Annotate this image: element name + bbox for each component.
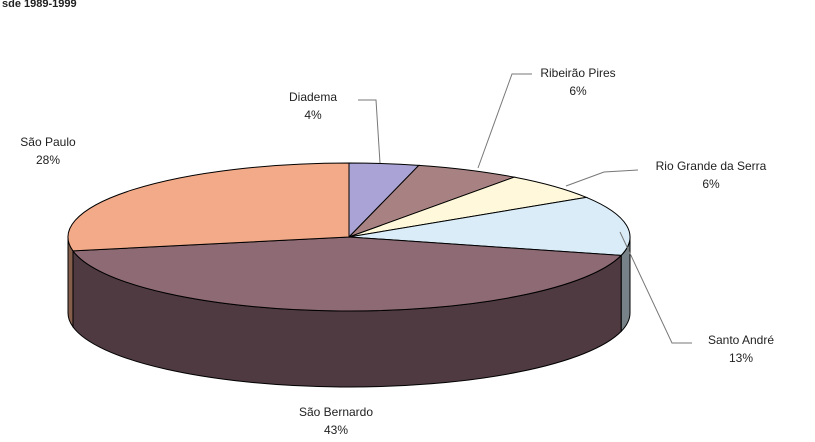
slice-label: Rio Grande da Serra (656, 159, 767, 173)
slice-label: São Bernardo (299, 405, 373, 419)
slice-value-label: 4% (304, 108, 322, 122)
slice-value-label: 13% (729, 351, 753, 365)
slice-value-label: 28% (36, 153, 60, 167)
slice (72, 236, 623, 312)
leader-line (619, 231, 692, 344)
slice-label: Ribeirão Pires (540, 66, 615, 80)
leader-line (358, 99, 381, 164)
leader-line (477, 73, 532, 169)
slice-value-label: 6% (702, 177, 720, 191)
chart-title: sde 1989-1999 (2, 0, 77, 10)
slice-value-label: 43% (324, 423, 348, 437)
slice-label: Santo André (708, 333, 774, 347)
slice-value-label: 6% (569, 84, 587, 98)
slice (67, 162, 350, 252)
slice (348, 196, 631, 256)
slice-label: São Paulo (20, 135, 76, 149)
slice-label: Diadema (289, 90, 337, 104)
leader-line (565, 169, 639, 187)
